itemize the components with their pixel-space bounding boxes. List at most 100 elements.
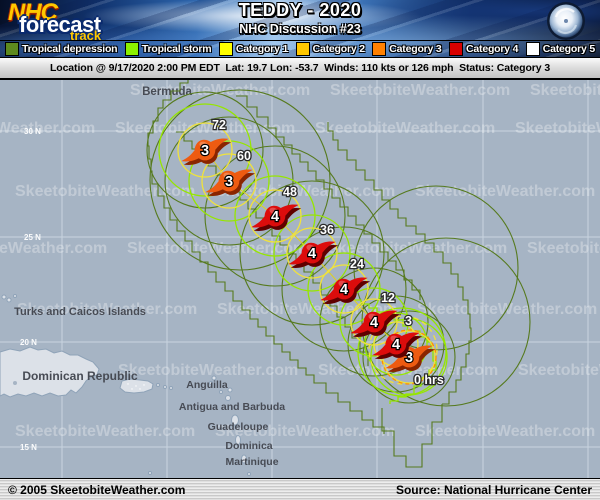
forecast-hour-label-24: 24 — [350, 257, 364, 271]
hurricane-symbol-60: 3 — [205, 169, 256, 197]
island-dot — [227, 387, 233, 393]
place-label-bermuda: Bermuda — [142, 86, 192, 98]
watermark-text: SkeetobiteWeather.com — [118, 362, 298, 379]
category-number: 4 — [308, 246, 316, 262]
watermark-text: SkeetobiteWeather.com — [330, 82, 510, 99]
category-number: 4 — [340, 282, 348, 298]
lat-label: 25 N — [24, 233, 41, 242]
wind34-circle — [357, 307, 447, 397]
lat-label: 20 N — [20, 338, 37, 347]
island-dot — [163, 385, 167, 389]
watermark-text: SkeetobiteWeather.com — [0, 120, 95, 137]
forecast-track-map: SkeetobiteWeather.com SkeetobiteWeather.c… — [0, 73, 600, 478]
place-label-guadeloupe: Guadeloupe — [208, 421, 269, 433]
hurricane-symbol-0-hrs: 3 — [385, 345, 436, 373]
hurricane-symbol-icon — [251, 204, 299, 228]
place-label-dominican-republic: Dominican Republic — [22, 369, 138, 383]
source-text: Source: National Hurricane Center — [395, 482, 592, 497]
hurricane-symbol-3: 4 — [372, 332, 423, 360]
wind64-layer — [177, 122, 438, 385]
forecast-hour-label-60: 60 — [237, 149, 251, 163]
category-number: 3 — [405, 350, 413, 366]
wind64-circle — [177, 122, 233, 178]
wind34-circle — [188, 140, 270, 222]
watermark-text: SkeetobiteWeather.com — [415, 183, 595, 200]
hurricane-symbol-48: 4 — [251, 204, 302, 232]
copyright-text: © 2005 SkeetobiteWeather.com — [8, 482, 186, 497]
forecast-hour-label-36: 36 — [320, 223, 334, 237]
forecast-hour-label-3: 3 — [405, 314, 412, 328]
watermark-text: SkeetobiteWeather.com — [130, 82, 310, 99]
hurricane-symbol-24: 4 — [320, 277, 371, 305]
hurricane-symbol-icon — [320, 277, 368, 301]
logo-forecast-text: forecast — [19, 12, 101, 37]
ocean — [0, 80, 600, 478]
legend-label: Category 5 — [542, 43, 595, 55]
forecast-hour-label-12: 12 — [381, 291, 395, 305]
legend-item-category-2: Category 2 — [295, 42, 365, 56]
legend-item-tropical-depression: Tropical depression — [5, 42, 118, 56]
watermark-text: SkeetobiteWeather.com — [327, 240, 507, 257]
logo-track-text: track — [70, 28, 102, 43]
wind64-circle-dashed — [368, 315, 438, 385]
lake-enriquillo — [13, 381, 17, 385]
island-dot — [231, 414, 239, 426]
wind34-circle — [158, 103, 252, 197]
place-label-antigua-and-barbuda: Antigua and Barbuda — [179, 401, 285, 413]
legend-swatch — [124, 42, 139, 56]
legend-item-category-5: Category 5 — [525, 42, 595, 56]
place-label-anguilla: Anguilla — [186, 379, 228, 391]
watermark-text: SkeetobiteWeather.com — [515, 120, 600, 137]
watermark-text: SkeetobiteWeather.com — [215, 183, 395, 200]
island-dot — [148, 471, 152, 475]
intensity-legend: Tropical depression Tropical storm Categor… — [0, 40, 600, 57]
hurricane-symbol-icon — [350, 310, 398, 334]
category-number: 4 — [370, 315, 378, 331]
island-dot — [235, 435, 241, 445]
cone-circle — [281, 226, 407, 352]
legend-swatch — [372, 42, 387, 56]
cone-step-boundary — [236, 95, 421, 300]
cone-circle — [204, 145, 346, 287]
wind64-circle — [201, 153, 257, 209]
island-speckle — [127, 383, 129, 385]
island-dot — [169, 386, 173, 390]
legend-swatch — [449, 42, 463, 56]
watermark-text: SkeetobiteWeather.com — [415, 423, 595, 440]
watermark-text: SkeetobiteWeather.com — [115, 120, 295, 137]
island-dot — [156, 383, 160, 387]
location-status-bar: Location @ 9/17/2020 2:00 PM EDT Lat: 19… — [0, 58, 600, 78]
watermark-text: SkeetobiteWeather.com — [0, 240, 107, 257]
island-dot — [211, 375, 217, 381]
category-number: 4 — [392, 337, 400, 353]
island-dot — [241, 454, 247, 464]
legend-item-category-4: Category 4 — [449, 42, 518, 56]
legend-swatch — [5, 42, 19, 56]
cone-circle — [361, 237, 531, 407]
nhc-forecast-track-logo: NHC forecast track — [6, 0, 166, 43]
island-dot — [6, 297, 12, 303]
cone-circle — [239, 180, 385, 326]
island-speckle — [135, 385, 137, 387]
header-banner: NHC forecast track TEDDY - 2020 NHC Disc… — [0, 0, 600, 57]
hurricane-symbol-72: 3 — [181, 138, 232, 166]
wind34-circle — [339, 287, 409, 357]
graticule — [0, 80, 600, 478]
hurricane-symbol-icon — [288, 241, 336, 265]
logo-nhc-text: NHC — [8, 0, 58, 26]
island-dot — [247, 472, 251, 476]
place-label-dominica: Dominica — [225, 440, 272, 452]
hurricane-symbol-icon — [181, 138, 229, 162]
latitude-label-layer: 30 N 25 N 20 N 15 N — [20, 127, 41, 452]
hurricane-satellite-icon — [547, 2, 585, 40]
hurricane-symbol-36: 4 — [288, 241, 339, 269]
forecast-cone-layer — [146, 73, 531, 468]
forecast-hour-label-72: 72 — [212, 118, 226, 132]
discussion-number: NHC Discussion #23 — [239, 22, 361, 36]
category-number: 3 — [225, 174, 233, 190]
island-dot — [13, 294, 17, 298]
legend-label: Category 1 — [235, 43, 289, 55]
